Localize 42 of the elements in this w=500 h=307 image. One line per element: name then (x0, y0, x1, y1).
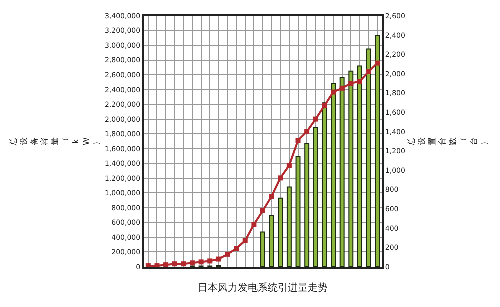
point (181, 262, 186, 267)
text: 日本风力发电系统引进量走势 (198, 282, 328, 294)
point (296, 138, 301, 144)
bar (260, 232, 266, 267)
point (242, 238, 248, 244)
point (208, 258, 213, 264)
point (198, 260, 204, 265)
point (278, 176, 284, 181)
bar (357, 66, 362, 267)
point (286, 163, 292, 168)
bar (322, 102, 328, 267)
point (252, 222, 257, 228)
point (225, 252, 230, 257)
point (340, 86, 345, 91)
point (331, 90, 336, 95)
bar (348, 70, 354, 267)
y2-axis-title: 总设置台数（台） (407, 138, 489, 146)
text: 总设备容量（kW） (8, 138, 102, 146)
point (216, 256, 222, 262)
bar (278, 198, 284, 267)
bar (269, 216, 274, 267)
point (304, 129, 310, 134)
point (357, 79, 362, 84)
point (269, 194, 274, 200)
point (260, 208, 266, 214)
point (172, 262, 178, 267)
bar (340, 78, 345, 267)
point (322, 103, 328, 108)
bar (296, 156, 301, 267)
bar (286, 186, 292, 267)
point (348, 81, 354, 86)
bar (366, 48, 372, 267)
point (164, 262, 169, 267)
bar (331, 83, 336, 267)
point (234, 246, 240, 252)
point (190, 260, 195, 266)
bar (375, 35, 380, 267)
point (366, 69, 372, 74)
bar (313, 126, 318, 267)
bar (304, 143, 310, 267)
point (313, 116, 318, 122)
point (375, 60, 380, 66)
